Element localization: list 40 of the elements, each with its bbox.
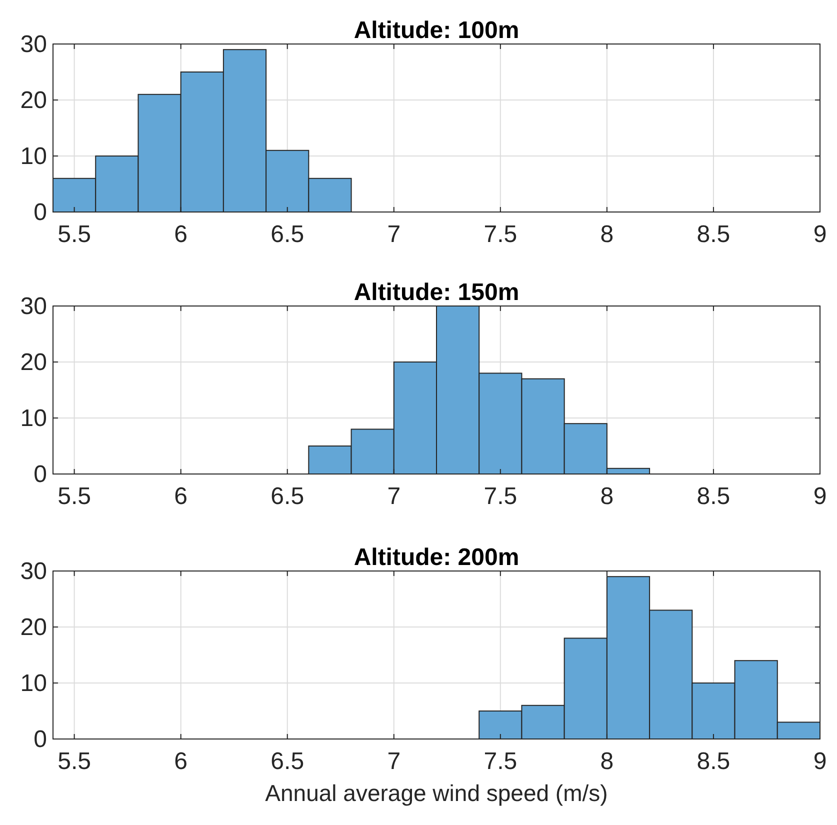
x-tick-label: 7.5: [484, 221, 518, 248]
x-tick-label: 9: [813, 748, 827, 775]
x-tick-label: 8.5: [696, 748, 730, 775]
x-tick-label: 6: [174, 221, 188, 248]
y-tick-label: 20: [20, 349, 47, 376]
x-tick-label: 7: [387, 748, 401, 775]
y-tick-label: 30: [20, 31, 47, 58]
x-tick-label: 9: [813, 483, 827, 510]
x-tick-label: 7: [387, 483, 401, 510]
chart-title: Altitude: 150m: [354, 279, 520, 306]
x-tick-label: 5.5: [58, 483, 91, 510]
y-tick-label: 0: [34, 461, 47, 488]
x-tick-label: 7.5: [484, 483, 518, 510]
y-tick-label: 10: [20, 405, 47, 432]
y-tick-label: 10: [20, 143, 47, 170]
y-tick-label: 20: [20, 87, 47, 114]
y-tick-label: 30: [20, 558, 47, 585]
y-tick-label: 10: [20, 670, 47, 697]
chart-title: Altitude: 200m: [354, 544, 520, 571]
x-tick-label: 8: [600, 221, 614, 248]
x-tick-label: 6.5: [270, 221, 304, 248]
y-tick-label: 0: [34, 726, 47, 753]
x-tick-label: 6.5: [270, 748, 304, 775]
y-tick-label: 20: [20, 614, 47, 641]
y-tick-label: 0: [34, 199, 47, 226]
x-tick-label: 7: [387, 221, 401, 248]
x-tick-label: 8.5: [696, 221, 730, 248]
y-tick-label: 30: [20, 293, 47, 320]
x-tick-label: 8: [600, 748, 614, 775]
chart-title: Altitude: 100m: [354, 17, 520, 44]
x-axis-title: Annual average wind speed (m/s): [265, 780, 608, 806]
x-tick-label: 5.5: [58, 748, 91, 775]
x-tick-label: 9: [813, 221, 827, 248]
x-tick-label: 6.5: [270, 483, 304, 510]
x-tick-label: 6: [174, 483, 188, 510]
x-tick-label: 8: [600, 483, 614, 510]
x-tick-label: 7.5: [484, 748, 518, 775]
x-tick-label: 6: [174, 748, 188, 775]
x-tick-label: 8.5: [696, 483, 730, 510]
x-tick-label: 5.5: [58, 221, 91, 248]
